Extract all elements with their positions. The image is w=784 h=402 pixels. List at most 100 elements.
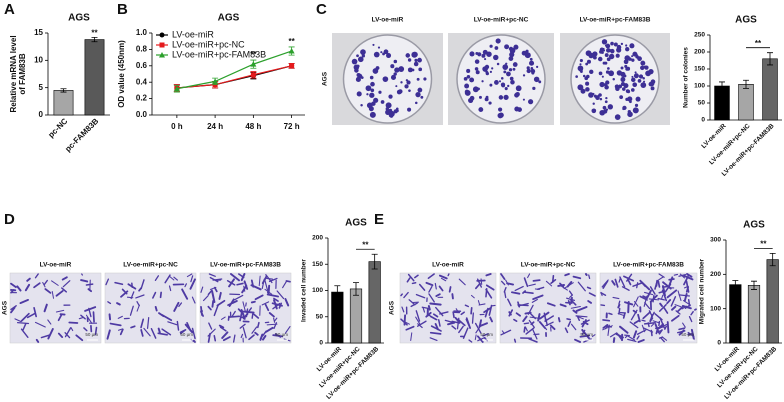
cell	[655, 279, 659, 287]
colony	[605, 43, 611, 49]
cell	[617, 303, 621, 309]
cell	[408, 299, 416, 306]
cell	[10, 306, 16, 314]
colony	[634, 103, 639, 107]
colony	[418, 67, 423, 72]
cell	[489, 316, 493, 323]
cell	[458, 325, 464, 334]
cell	[649, 314, 653, 323]
cell	[678, 294, 691, 297]
y-tick-label: 0.0	[136, 110, 148, 119]
cell	[524, 311, 532, 315]
cell	[559, 303, 567, 308]
cell	[501, 330, 505, 335]
cell	[140, 279, 145, 290]
cell	[539, 321, 548, 331]
cell	[80, 314, 86, 320]
series-line	[176, 65, 292, 89]
colony	[378, 90, 382, 94]
cell	[266, 277, 273, 280]
cell	[690, 310, 694, 316]
y-tick-label: 200	[710, 271, 721, 278]
cell	[678, 327, 686, 331]
y-tick-label: 1.0	[136, 28, 148, 37]
colony	[625, 47, 630, 52]
y-tick-label: 200	[694, 49, 705, 56]
x-tick-label: 72 h	[284, 122, 300, 131]
scale-bar-label: 50 μm	[180, 332, 193, 337]
cell	[265, 326, 274, 333]
cell	[189, 278, 196, 290]
colony	[382, 76, 389, 82]
colony	[370, 81, 375, 87]
panel-label: C	[316, 1, 327, 18]
colony	[357, 56, 364, 63]
cell	[508, 311, 512, 316]
colony	[380, 51, 383, 54]
colony	[509, 52, 515, 58]
significance: **	[91, 28, 98, 37]
colony	[475, 70, 480, 75]
cell	[658, 276, 664, 281]
cell	[475, 282, 481, 290]
cell	[119, 328, 124, 336]
colony	[616, 47, 622, 53]
significance: **	[755, 39, 762, 48]
colony	[622, 107, 625, 111]
cell	[657, 329, 663, 333]
cell	[218, 291, 222, 300]
bar	[368, 261, 381, 344]
colony	[370, 88, 375, 93]
cell	[455, 308, 459, 313]
cell	[474, 334, 477, 341]
colony	[510, 80, 515, 85]
cell	[152, 291, 157, 299]
row-label: AGS	[322, 71, 329, 86]
colony	[493, 54, 499, 61]
colony	[620, 42, 624, 46]
cell	[118, 328, 124, 331]
cell	[268, 277, 278, 283]
bar	[714, 85, 730, 121]
colony	[624, 83, 627, 87]
colony	[604, 53, 609, 58]
cell	[576, 315, 581, 322]
colony	[629, 43, 635, 49]
colony	[498, 107, 503, 112]
y-tick-label: 0	[39, 110, 44, 119]
cell	[425, 281, 434, 287]
cell	[43, 279, 48, 285]
cell	[530, 321, 535, 326]
cell	[626, 273, 633, 282]
cell	[566, 297, 576, 301]
colony	[650, 86, 655, 91]
cell	[227, 301, 235, 306]
colony	[369, 92, 375, 98]
cell	[161, 314, 173, 322]
cell	[468, 339, 473, 343]
colony	[643, 80, 646, 83]
colony	[361, 54, 366, 58]
cell	[200, 286, 204, 293]
cell	[643, 291, 654, 296]
cell	[677, 290, 682, 301]
cell	[660, 337, 665, 343]
cell	[581, 328, 591, 340]
colony	[475, 51, 479, 55]
cell	[254, 294, 264, 301]
colony	[411, 51, 418, 58]
cell	[568, 290, 573, 296]
cell	[483, 307, 492, 314]
colony	[525, 49, 529, 53]
plate	[456, 34, 546, 124]
cell	[500, 273, 506, 280]
photo-label: LV-oe-miR+pc-FAM83B	[210, 262, 281, 269]
cell	[236, 282, 244, 286]
colony	[377, 46, 381, 49]
bar	[729, 284, 742, 344]
colony	[620, 77, 626, 83]
cell	[522, 290, 527, 294]
cell	[129, 305, 134, 316]
cell	[254, 331, 259, 336]
